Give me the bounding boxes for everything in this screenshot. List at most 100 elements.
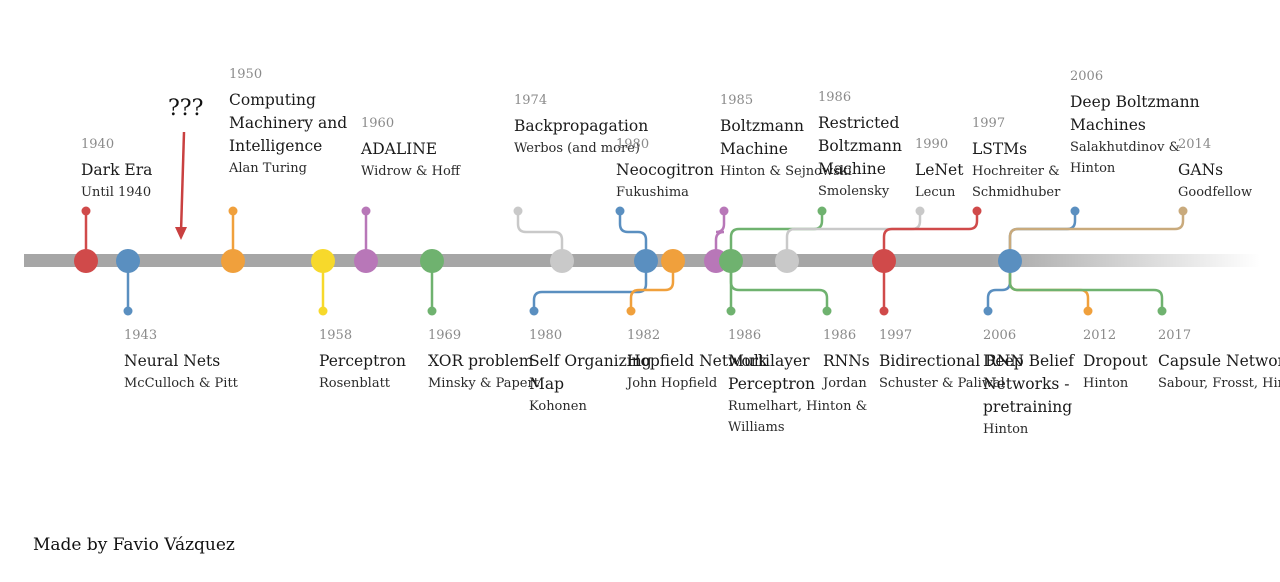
gans-year: 2014	[1178, 137, 1212, 152]
hopfield-network-title: Hopfield Network	[627, 352, 768, 370]
backpropagation-node	[550, 249, 574, 273]
lenet-author: Lecun	[915, 185, 956, 200]
lstms-year: 1997	[972, 116, 1006, 131]
boltzmann-machine-year: 1985	[720, 93, 754, 108]
deep-boltzmann-author: Salakhutdinov & Hinton	[1070, 140, 1181, 176]
computing-machinery-node	[221, 249, 245, 273]
deep-belief-networks-end-dot	[983, 306, 993, 316]
unknown-arrow-head	[175, 227, 187, 240]
perceptron-node	[311, 249, 335, 273]
neural-nets-end-dot	[123, 306, 133, 316]
lenet-year: 1990	[915, 137, 949, 152]
dark-era-label: 1940 Dark Era Until 1940	[81, 137, 231, 203]
timeline-nodes	[74, 249, 1022, 273]
lstms-title: LSTMs	[972, 140, 1028, 158]
dropout-year: 2012	[1083, 328, 1117, 343]
computing-machinery-author: Alan Turing	[229, 161, 307, 176]
neocognitron-connector	[618, 211, 648, 261]
deep-boltzmann-connector	[1008, 211, 1077, 261]
lenet-end-dot	[915, 206, 925, 216]
dark-era-end-dot	[81, 206, 91, 216]
gans-connector	[1008, 211, 1185, 261]
backpropagation-label: 1974 Backpropagation Werbos (and more)	[514, 93, 664, 159]
unknown-arrow-shaft	[179, 131, 186, 233]
neocognitron-year: 1980	[616, 137, 650, 152]
gans-end-dot	[1178, 206, 1188, 216]
unknown-era-label: ???	[168, 96, 204, 121]
hopfield-network-year: 1982	[627, 328, 661, 343]
hopfield-network-node	[661, 249, 685, 273]
multilayer-perceptron-year: 1986	[728, 328, 762, 343]
gans-title: GANs	[1178, 161, 1224, 179]
dropout-label: 2012 Dropout Hinton	[1083, 328, 1233, 394]
dropout-connector	[1008, 261, 1090, 311]
neocognitron-label: 1980 Neocogitron Fukushima	[616, 137, 766, 203]
capsule-networks-year: 2017	[1158, 328, 1192, 343]
computing-machinery-end-dot	[228, 206, 238, 216]
dropout-title: Dropout	[1083, 352, 1148, 370]
lenet-title: LeNet	[915, 161, 964, 179]
self-organizing-map-author: Kohonen	[529, 399, 587, 414]
self-organizing-map-node	[634, 249, 658, 273]
perceptron-label: 1958 Perceptron Rosenblatt	[319, 328, 469, 394]
self-organizing-map-end-dot	[529, 306, 539, 316]
deep-belief-networks-title: Deep Belief Networks - pretraining	[983, 352, 1075, 416]
capsule-networks-author: Sabour, Frosst, Hinton	[1158, 376, 1280, 391]
dark-era-node	[74, 249, 98, 273]
multilayer-perceptron-label: 1986 Multilayer Perceptron Rumelhart, Hint…	[728, 328, 878, 438]
xor-problem-title: XOR problem	[428, 352, 534, 370]
bidirectional-rnn-title: Bidirectional RNN	[879, 352, 1024, 370]
xor-problem-end-dot	[427, 306, 437, 316]
neural-nets-author: McCulloch & Pitt	[124, 376, 238, 391]
neural-nets-node	[116, 249, 140, 273]
xor-problem-author: Minsky & Papert	[428, 376, 539, 391]
perceptron-title: Perceptron	[319, 352, 407, 370]
lenet-node	[775, 249, 799, 273]
capsule-networks-title: Capsule Networks	[1158, 352, 1280, 370]
hopfield-network-label: 1982 Hopfield Network John Hopfield	[627, 328, 777, 394]
boltzmann-machine-label: 1985 Boltzmann Machine Hinton & Sejnowski	[720, 93, 870, 182]
restricted-boltzmann-end-dot	[817, 206, 827, 216]
multilayer-perceptron-author: Rumelhart, Hinton & Williams	[728, 399, 868, 435]
deep-belief-networks-year: 2006	[983, 328, 1017, 343]
computing-machinery-title: Computing Machinery and Intelligence	[229, 91, 348, 155]
backpropagation-end-dot	[513, 206, 523, 216]
adaline-author: Widrow & Hoff	[361, 164, 461, 179]
lstms-node	[872, 249, 896, 273]
multilayer-perceptron-node	[719, 249, 743, 273]
neural-nets-label: 1943 Neural Nets McCulloch & Pitt	[124, 328, 274, 394]
deep-boltzmann-label: 2006 Deep Boltzmann Machines Salakhutdinov…	[1070, 69, 1220, 179]
self-organizing-map-year: 1980	[529, 328, 563, 343]
dropout-end-dot	[1083, 306, 1093, 316]
adaline-end-dot	[361, 206, 371, 216]
capsule-networks-connector	[1008, 261, 1164, 311]
gans-label: 2014 GANs Goodfellow	[1178, 137, 1280, 203]
boltzmann-machine-title: Boltzmann Machine	[720, 117, 804, 158]
boltzmann-machine-end-dot	[719, 206, 729, 216]
restricted-boltzmann-year: 1986	[818, 90, 852, 105]
xor-problem-label: 1969 XOR problem Minsky & Papert	[428, 328, 578, 394]
lstms-connector	[882, 211, 979, 261]
adaline-title: ADALINE	[361, 140, 438, 158]
computing-machinery-label: 1950 Computing Machinery and Intelligence…	[229, 67, 379, 179]
deep-boltzmann-end-dot	[1070, 206, 1080, 216]
perceptron-year: 1958	[319, 328, 353, 343]
capsule-networks-label: 2017 Capsule Networks Sabour, Frosst, Hint…	[1158, 328, 1280, 394]
lenet-connector	[785, 211, 922, 261]
boltzmann-machine-author: Hinton & Sejnowski	[720, 164, 852, 179]
self-organizing-map-connector	[532, 261, 648, 311]
rnns-end-dot	[822, 306, 832, 316]
multilayer-perceptron-title: Multilayer Perceptron	[728, 352, 816, 393]
dark-era-title: Dark Era	[81, 161, 153, 179]
bidirectional-rnn-year: 1997	[879, 328, 913, 343]
lstms-end-dot	[972, 206, 982, 216]
bidirectional-rnn-label: 1997 Bidirectional RNN Schuster & Paliwal	[879, 328, 1029, 394]
lenet-label: 1990 LeNet Lecun	[915, 137, 1065, 203]
capsule-networks-end-dot	[1157, 306, 1167, 316]
rnns-title: RNNs	[823, 352, 870, 370]
hopfield-network-author: John Hopfield	[627, 376, 718, 391]
xor-problem-year: 1969	[428, 328, 462, 343]
restricted-boltzmann-author: Smolensky	[818, 184, 890, 199]
